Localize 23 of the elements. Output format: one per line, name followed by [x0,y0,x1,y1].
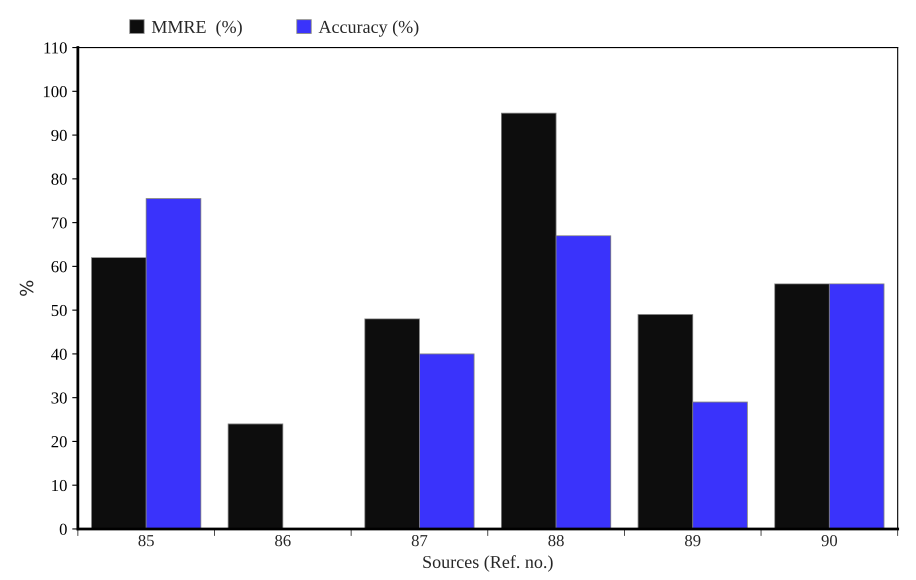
bar [228,424,284,529]
y-tick-label: 100 [44,86,67,98]
y-tick-label: 80 [51,174,67,185]
y-axis-title: % [20,280,34,296]
y-tick-label: 10 [52,480,67,492]
x-tick-label: 87 [412,534,428,546]
x-tick-label: 86 [275,534,291,546]
x-tick-label: 89 [685,534,700,546]
y-tick-label: 0 [60,524,67,535]
x-tick-label: 88 [548,534,564,546]
y-tick-label: 40 [51,348,67,360]
y-tick-label: 90 [51,130,67,142]
y-tick-label: 60 [51,261,67,272]
legend-label: Accuracy (%) [318,20,418,37]
y-tick-label: 70 [52,217,67,229]
x-tick-label: 90 [822,534,838,546]
y-tick-label: 110 [44,42,67,54]
y-tick-label: 30 [52,392,67,404]
x-tick-label: 85 [138,534,154,546]
y-tick-label: 20 [52,436,67,448]
y-tick-label: 50 [52,304,67,316]
x-axis-title: Sources (Ref. no.) [423,555,553,572]
legend-label: MMRE (%) [152,20,242,37]
